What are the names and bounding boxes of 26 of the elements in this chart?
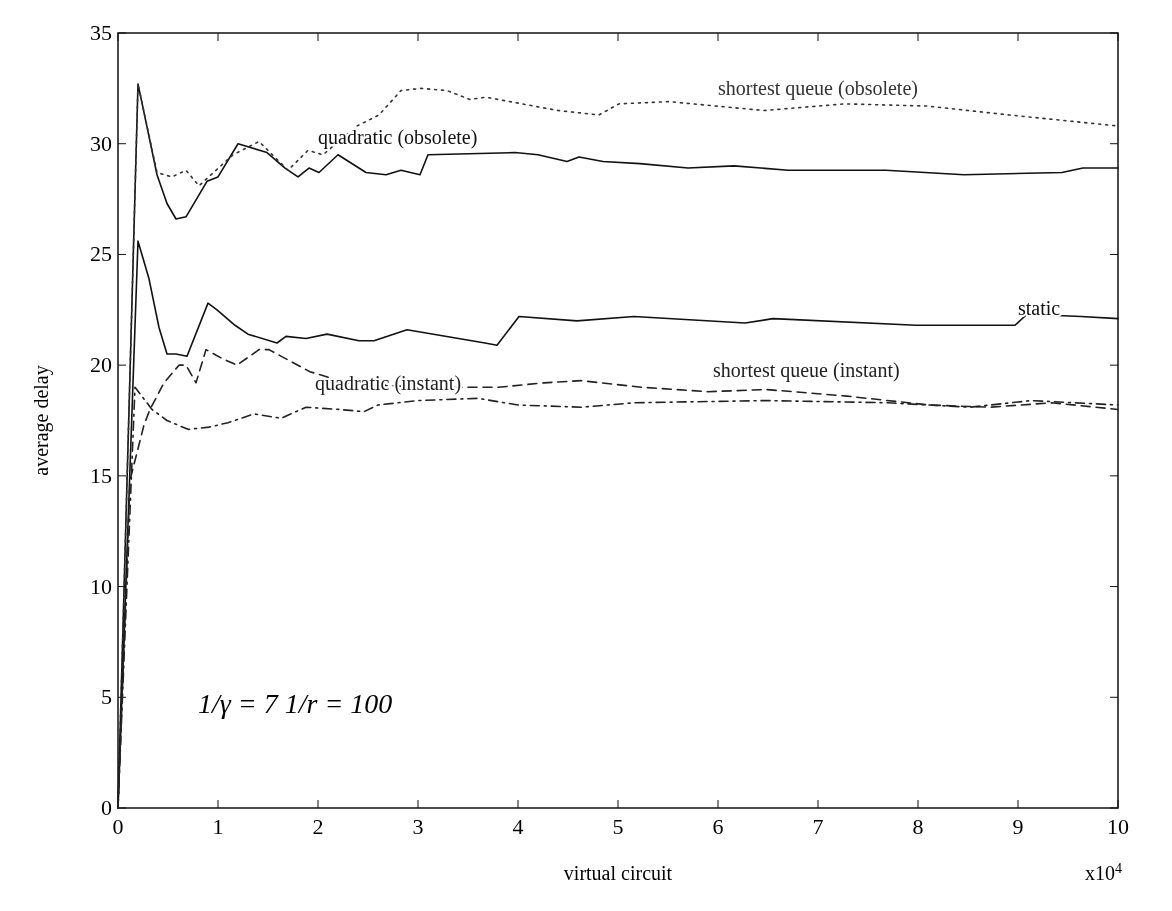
y-tick-label: 25 — [90, 241, 112, 267]
x-tick-label: 4 — [512, 814, 524, 839]
series-label: static — [1018, 296, 1061, 319]
series-label: shortest queue (instant) — [713, 358, 900, 382]
x-tick-label: 10 — [1107, 814, 1129, 839]
x-tick-label: 9 — [1012, 814, 1024, 839]
y-tick-label: 5 — [101, 684, 112, 710]
text: x10$^{4}$ — [1085, 860, 1122, 884]
x-axis-title: virtual circuit — [563, 862, 673, 884]
x-tick-label: 8 — [912, 814, 924, 839]
x-tick-label: 1 — [212, 814, 224, 839]
annotation: 1/γ = 7 1/r = 100 — [198, 687, 393, 719]
x-tick-label: 5 — [612, 814, 624, 839]
series-label: shortest queue (obsolete) — [718, 77, 918, 101]
y-tick-label: 35 — [90, 20, 112, 45]
y-tick-label: 30 — [90, 130, 112, 156]
y-tick-label: 0 — [101, 795, 112, 820]
y-tick-label: 15 — [90, 462, 112, 488]
x-tick-label: 7 — [812, 814, 824, 839]
series-label: quadratic (obsolete) — [318, 126, 478, 150]
y-tick-label: 20 — [90, 352, 112, 378]
y-tick-label: 10 — [90, 573, 112, 599]
y-axis-title: average delay — [30, 365, 53, 476]
x-tick-label: 2 — [312, 814, 324, 839]
x-tick-label: 6 — [712, 814, 724, 839]
x-tick-label: 3 — [412, 814, 424, 839]
